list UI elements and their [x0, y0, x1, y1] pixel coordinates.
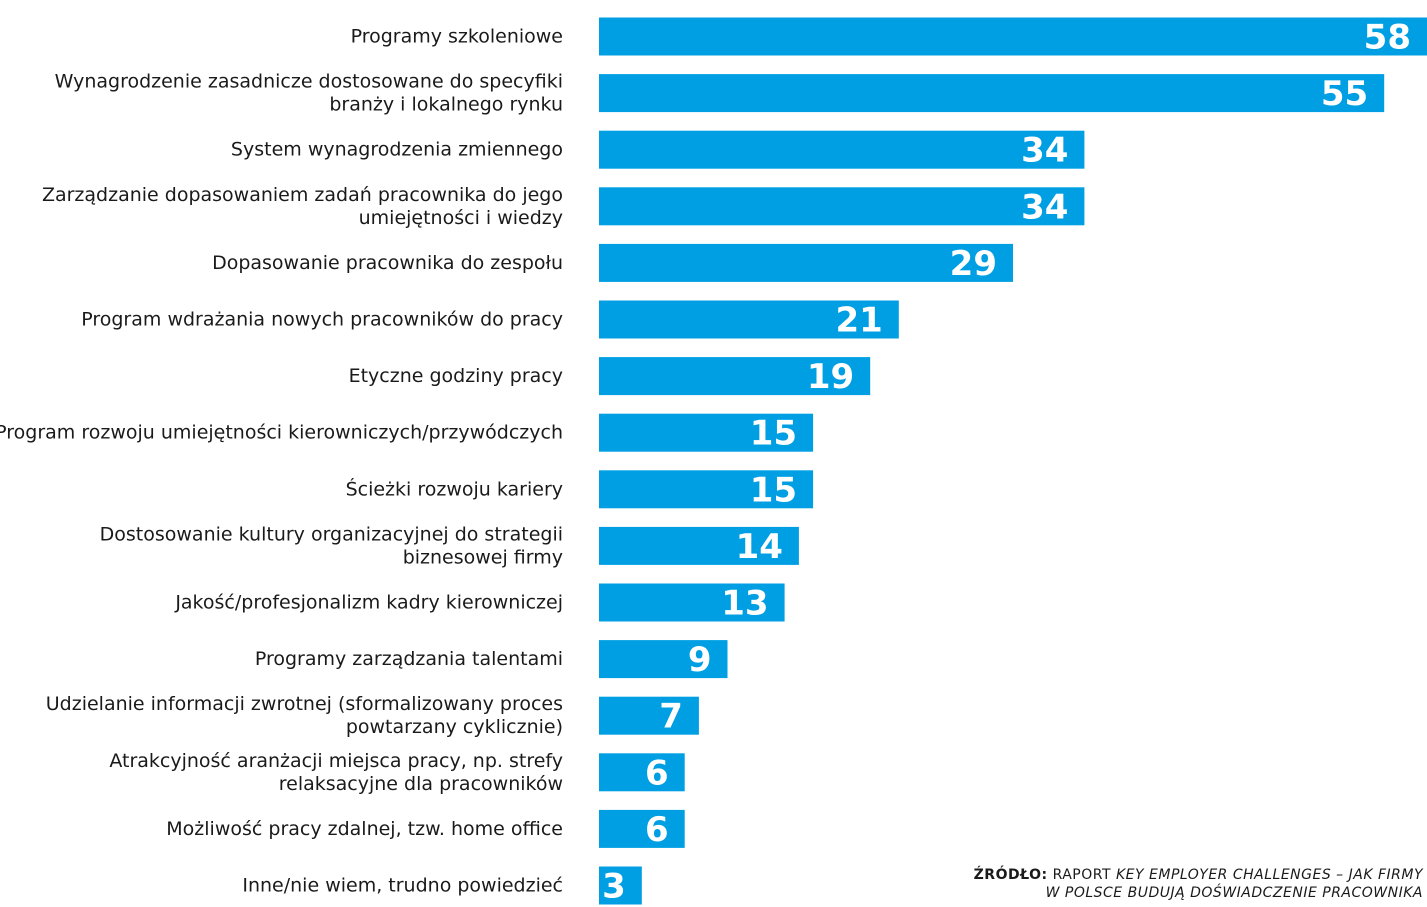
value-label-16: 3: [602, 867, 626, 907]
bar-2: [599, 74, 1385, 113]
source-title-line-2: W POLSCE BUDUJĄ DOŚWIADCZENIE PRACOWNIKA: [1045, 885, 1423, 901]
category-label-4-line-2: umiejętności i wiedzy: [359, 207, 563, 229]
bar-1: [599, 17, 1427, 56]
bars-layer: [599, 17, 1427, 905]
source-label: ŹRÓDŁO:: [973, 867, 1048, 883]
value-label-5: 29: [950, 244, 997, 284]
source-title-line-1: KEY EMPLOYER CHALLENGES – JAK FIRMY: [1115, 867, 1423, 883]
value-label-7: 19: [807, 357, 854, 397]
category-label-7: Etyczne godziny pracy: [349, 365, 563, 387]
bar-13: [599, 696, 699, 735]
category-label-10-line-2: biznesowej firmy: [403, 546, 563, 568]
bar-16: [599, 866, 642, 905]
category-label-3: System wynagrodzenia zmiennego: [231, 139, 563, 161]
category-label-10-line-1: Dostosowanie kultury organizacyjnej do s…: [100, 523, 563, 545]
category-label-14-line-1: Atrakcyjność aranżacji miejsca pracy, np…: [109, 750, 563, 772]
category-label-6-line-1: Program wdrażania nowych pracowników do …: [81, 309, 563, 331]
category-label-9: Ścieżki rozwoju kariery: [346, 476, 563, 500]
bar-10: [599, 526, 799, 565]
category-label-16: Inne/nie wiem, trudno powiedzieć: [242, 875, 563, 897]
category-label-4: Zarządzanie dopasowaniem zadań pracownik…: [42, 184, 563, 229]
category-label-2-line-2: branży i lokalnego rynku: [329, 94, 563, 116]
category-label-1-line-1: Programy szkoleniowe: [351, 26, 563, 48]
bar-6: [599, 300, 899, 339]
value-label-8: 15: [750, 414, 797, 454]
source-line-1: ŹRÓDŁO: RAPORT KEY EMPLOYER CHALLENGES –…: [974, 866, 1423, 884]
source-note: ŹRÓDŁO: RAPORT KEY EMPLOYER CHALLENGES –…: [974, 866, 1423, 902]
category-label-15: Możliwość pracy zdalnej, tzw. home offic…: [166, 818, 563, 840]
bar-7: [599, 357, 871, 396]
value-label-10: 14: [736, 527, 783, 567]
bar-8: [599, 413, 814, 452]
value-label-3: 34: [1021, 131, 1068, 171]
source-publisher: RAPORT: [1052, 867, 1112, 883]
value-label-2: 55: [1321, 74, 1368, 114]
category-label-12: Programy zarządzania talentami: [255, 648, 563, 670]
bar-9: [599, 470, 814, 509]
category-label-12-line-1: Programy zarządzania talentami: [255, 648, 563, 670]
category-label-9-line-1: Ścieżki rozwoju kariery: [346, 476, 563, 500]
category-label-8-line-1: Program rozwoju umiejętności kierowniczy…: [0, 422, 563, 444]
category-label-4-line-1: Zarządzanie dopasowaniem zadań pracownik…: [42, 184, 563, 206]
bar-3: [599, 130, 1085, 169]
category-label-2: Wynagrodzenie zasadnicze dostosowane do …: [55, 71, 563, 116]
category-label-1: Programy szkoleniowe: [351, 26, 563, 48]
value-label-11: 13: [721, 584, 768, 624]
bar-4: [599, 187, 1085, 226]
bar-5: [599, 243, 1013, 282]
category-label-13: Udzielanie informacji zwrotnej (sformali…: [46, 693, 563, 738]
bar-11: [599, 583, 785, 622]
category-label-14: Atrakcyjność aranżacji miejsca pracy, np…: [109, 750, 563, 795]
bar-15: [599, 809, 685, 848]
value-label-9: 15: [750, 470, 797, 510]
category-label-6: Program wdrażania nowych pracowników do …: [81, 309, 563, 331]
value-label-1: 58: [1364, 18, 1411, 58]
value-label-6: 21: [835, 301, 882, 341]
category-label-10: Dostosowanie kultury organizacyjnej do s…: [100, 523, 563, 568]
bar-14: [599, 753, 685, 792]
category-label-7-line-1: Etyczne godziny pracy: [349, 365, 563, 387]
value-label-13: 7: [659, 697, 683, 737]
category-label-5: Dopasowanie pracownika do zespołu: [212, 252, 563, 274]
value-label-4: 34: [1021, 187, 1068, 227]
category-labels-layer: Programy szkoleniowe Wynagrodzenie zasadn…: [0, 26, 563, 897]
category-label-2-line-1: Wynagrodzenie zasadnicze dostosowane do …: [55, 71, 563, 93]
value-label-12: 9: [688, 640, 712, 680]
category-label-11: Jakość/profesjonalizm kadry kierowniczej: [174, 592, 563, 614]
category-label-14-line-2: relaksacyjne dla pracowników: [279, 773, 563, 795]
category-label-11-line-1: Jakość/profesjonalizm kadry kierowniczej: [174, 592, 563, 614]
value-label-14: 6: [645, 753, 669, 793]
bar-12: [599, 640, 728, 679]
category-label-13-line-1: Udzielanie informacji zwrotnej (sformali…: [46, 693, 563, 715]
category-label-3-line-1: System wynagrodzenia zmiennego: [231, 139, 563, 161]
source-line-2: W POLSCE BUDUJĄ DOŚWIADCZENIE PRACOWNIKA: [974, 884, 1423, 902]
category-label-8: Program rozwoju umiejętności kierowniczy…: [0, 422, 563, 444]
category-label-5-line-1: Dopasowanie pracownika do zespołu: [212, 252, 563, 274]
category-label-16-line-1: Inne/nie wiem, trudno powiedzieć: [242, 875, 563, 897]
category-label-13-line-2: powtarzany cyklicznie): [346, 716, 563, 738]
category-label-15-line-1: Możliwość pracy zdalnej, tzw. home offic…: [166, 818, 563, 840]
value-label-15: 6: [645, 810, 669, 850]
